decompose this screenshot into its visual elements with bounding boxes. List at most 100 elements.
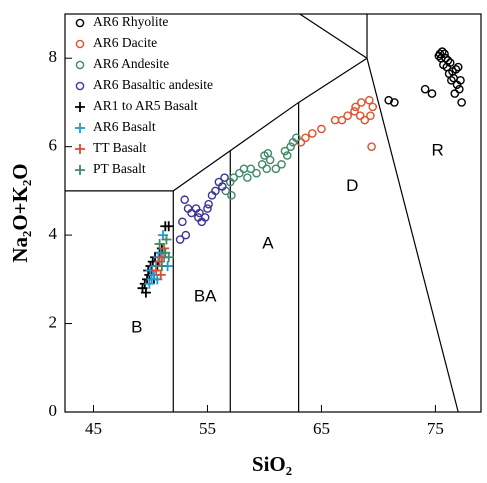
x-tick-label: 55 (199, 419, 216, 438)
data-point (144, 278, 155, 289)
data-point (457, 98, 466, 107)
data-point (252, 168, 261, 178)
data-point (444, 69, 454, 78)
legend-marker (75, 102, 85, 112)
field-label: BA (194, 287, 217, 306)
legend-marker (75, 60, 85, 70)
legend-label: AR1 to AR5 Basalt (93, 98, 198, 113)
data-point (156, 261, 167, 272)
data-point (203, 204, 212, 213)
data-point (187, 208, 196, 218)
data-point (452, 80, 462, 90)
data-point (154, 238, 165, 249)
data-point (434, 51, 444, 61)
data-point (350, 106, 359, 116)
data-point (163, 252, 174, 263)
data-point (384, 95, 393, 105)
data-point (243, 173, 252, 182)
data-point (296, 137, 306, 147)
data-point (366, 111, 375, 121)
x-tick-label: 65 (313, 419, 330, 438)
data-point (271, 164, 281, 174)
legend-marker (75, 18, 85, 28)
data-point (317, 124, 326, 134)
data-point (367, 142, 376, 151)
legend-label: AR6 Basaltic andesite (93, 77, 213, 92)
data-point (390, 98, 399, 107)
y-tick-label: 6 (49, 136, 58, 155)
data-point (220, 173, 229, 182)
data-point (280, 146, 290, 156)
field-boundary (172, 101, 299, 192)
field-label: A (262, 233, 274, 252)
data-point (161, 234, 172, 245)
data-point (292, 133, 301, 143)
legend-marker (75, 165, 85, 175)
data-point (217, 182, 227, 191)
data-point (357, 98, 366, 107)
legend-label: AR6 Dacite (93, 35, 157, 50)
data-point (355, 111, 365, 121)
legend-label: AR6 Rhyolite (93, 14, 168, 29)
x-tick-label: 45 (85, 419, 102, 438)
field-boundary (366, 58, 459, 413)
data-point (455, 84, 464, 94)
data-point (262, 164, 272, 174)
data-point (330, 115, 340, 125)
data-point (159, 243, 170, 254)
y-tick-label: 8 (49, 47, 58, 66)
data-point (337, 115, 347, 125)
data-point (265, 155, 275, 165)
legend-label: AR6 Andesite (93, 56, 169, 71)
data-point (360, 115, 370, 125)
data-point (427, 89, 437, 98)
legend-marker (75, 81, 85, 91)
data-point (227, 191, 236, 200)
x-axis-label: SiO₂ (252, 452, 292, 476)
data-point (420, 84, 430, 94)
data-point (163, 221, 174, 232)
data-point (451, 64, 461, 74)
data-point (301, 133, 310, 143)
y-tick-label: 0 (49, 401, 58, 420)
data-point (286, 142, 295, 151)
data-point (239, 164, 249, 174)
data-point (195, 208, 204, 218)
data-point (343, 111, 352, 121)
data-point (365, 95, 374, 105)
data-point (368, 102, 378, 112)
data-point (439, 60, 448, 70)
data-point (180, 195, 189, 205)
data-point (204, 199, 213, 209)
data-point (229, 173, 238, 182)
data-point (181, 230, 191, 240)
legend-marker (75, 39, 85, 49)
data-point (178, 217, 187, 227)
data-point (200, 213, 210, 222)
data-point (246, 164, 256, 174)
y-tick-label: 4 (49, 224, 58, 243)
field-label: D (346, 176, 358, 195)
legend-label: TT Basalt (93, 140, 147, 155)
data-point (140, 287, 151, 298)
field-label: B (131, 317, 142, 336)
data-point (235, 168, 244, 178)
data-point (257, 160, 267, 169)
data-point (308, 129, 317, 138)
legend-marker (75, 144, 85, 154)
y-axis-label: Na₂O+K₂O (8, 163, 32, 262)
data-point (282, 151, 292, 160)
field-boundary (299, 13, 368, 59)
data-point (453, 62, 463, 72)
field-boundary (298, 57, 368, 103)
x-tick-label: 75 (427, 419, 444, 438)
data-point (277, 160, 286, 169)
data-point (155, 269, 166, 280)
data-point (154, 256, 165, 267)
y-tick-label: 2 (49, 312, 58, 331)
data-point (450, 89, 460, 98)
field-label: R (432, 141, 444, 160)
data-point (211, 186, 220, 196)
legend-marker (75, 123, 85, 133)
